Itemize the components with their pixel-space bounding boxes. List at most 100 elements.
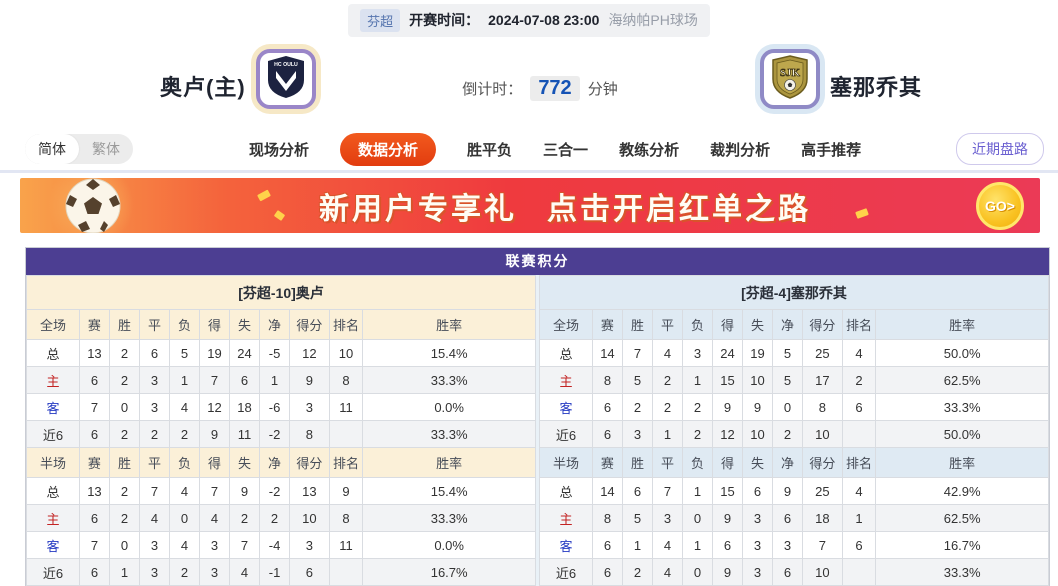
stat-cell: 6 — [591, 393, 623, 421]
stat-cell: 8 — [591, 366, 623, 394]
stat-cell: 16.7% — [875, 531, 1049, 559]
row-label: 客 — [539, 531, 593, 559]
stat-cell: 7 — [802, 531, 843, 559]
stat-cell: 17 — [802, 366, 843, 394]
stats-header-row: 全场赛胜平负得失净得分 排名 胜率 — [26, 309, 536, 340]
stat-header-cell: 失 — [741, 309, 774, 340]
stat-cell: 13 — [78, 339, 110, 367]
stat-cell: 9 — [711, 558, 744, 586]
stat-cell: 6 — [772, 558, 804, 586]
table-row: 主 8 5 2 1 15 10 5 17 2 62.5% — [539, 366, 1049, 394]
stat-header-cell: 胜率 — [875, 309, 1049, 340]
stat-header-cell: 负 — [681, 309, 713, 340]
tab-three-in-one[interactable]: 三合一 — [543, 141, 589, 159]
stat-header-cell: 得 — [711, 447, 744, 478]
stat-header-cell: 得 — [198, 309, 231, 340]
table-row: 总 14 7 4 3 24 19 5 25 4 50.0% — [539, 339, 1049, 367]
stat-header-cell: 排名 — [328, 309, 364, 340]
stats-header-row: 半场赛胜平负得失净得分 排名 胜率 — [26, 447, 536, 478]
countdown-value: 772 — [530, 76, 580, 101]
stat-cell: 5 — [772, 366, 804, 394]
stat-header-cell: 失 — [228, 447, 261, 478]
row-label: 主 — [539, 504, 593, 532]
stat-cell: 4 — [651, 558, 683, 586]
tab-referee-analysis[interactable]: 裁判分析 — [710, 141, 771, 159]
stat-cell: 0 — [681, 504, 713, 532]
stat-cell: 2 — [108, 477, 140, 505]
stat-cell: 2 — [108, 504, 140, 532]
stat-cell: 4 — [841, 339, 877, 367]
tab-live-analysis[interactable]: 现场分析 — [249, 141, 310, 159]
stat-cell: 33.3% — [875, 393, 1049, 421]
stat-header-cell: 全场 — [26, 309, 80, 340]
recent-odds-button[interactable]: 近期盘路 — [956, 133, 1044, 165]
stat-cell: 1 — [108, 558, 140, 586]
go-button[interactable]: GO> — [976, 181, 1024, 230]
table-row: 主 8 5 3 0 9 3 6 18 1 62.5% — [539, 504, 1049, 532]
tab-data-analysis[interactable]: 数据分析 — [340, 132, 437, 166]
stat-header-cell: 排名 — [841, 309, 877, 340]
stat-cell: 2 — [108, 366, 140, 394]
stat-cell: 6 — [841, 531, 877, 559]
stat-cell: 1 — [841, 504, 877, 532]
away-shield-icon: SJK — [770, 54, 810, 105]
stat-cell: 11 — [228, 420, 261, 448]
stat-cell: 12 — [198, 393, 231, 421]
stat-cell: 42.9% — [875, 477, 1049, 505]
stat-cell: 8 — [591, 504, 623, 532]
stat-cell: 0 — [168, 504, 200, 532]
nav-divider — [0, 170, 1058, 173]
stat-cell: 6 — [289, 558, 330, 586]
stat-cell: 10 — [741, 366, 774, 394]
tab-expert-recommend[interactable]: 高手推荐 — [801, 141, 862, 159]
stat-cell: 4 — [168, 477, 200, 505]
league-points-table: 联赛积分 [芬超-10]奥卢 全场赛胜平负得失净得分 排名 胜率总 13 2 6 5 19 24-… — [25, 247, 1050, 586]
nav-bar: 简体 繁体 现场分析 数据分析 胜平负 三合一 教练分析 裁判分析 高手推荐 近… — [0, 128, 1058, 170]
row-label: 总 — [539, 477, 593, 505]
row-label: 近6 — [539, 558, 593, 586]
stat-cell: 2 — [228, 504, 261, 532]
row-label: 近6 — [26, 558, 80, 586]
stat-cell: 33.3% — [362, 420, 536, 448]
stat-header-cell: 净 — [259, 447, 291, 478]
stat-header-cell: 排名 — [841, 447, 877, 478]
stat-cell: 5 — [621, 366, 653, 394]
stat-header-cell: 净 — [772, 447, 804, 478]
stat-header-cell: 赛 — [591, 309, 623, 340]
stat-cell: 4 — [651, 531, 683, 559]
stats-header-row: 半场赛胜平负得失净得分 排名 胜率 — [539, 447, 1049, 478]
stat-cell: 2 — [621, 393, 653, 421]
stat-header-cell: 平 — [138, 309, 170, 340]
stat-header-cell: 赛 — [591, 447, 623, 478]
stat-cell: 6 — [591, 531, 623, 559]
lang-simplified-button[interactable]: 简体 — [25, 134, 79, 164]
row-label: 主 — [26, 504, 80, 532]
stat-cell: 7 — [651, 477, 683, 505]
tab-win-draw-lose[interactable]: 胜平负 — [467, 141, 513, 159]
stat-cell: 13 — [289, 477, 330, 505]
promo-banner[interactable]: 新用户专享礼 点击开启红单之路 GO> — [20, 178, 1040, 233]
league-badge: 芬超 — [360, 8, 401, 32]
stat-cell: 0.0% — [362, 531, 536, 559]
table-body: [芬超-10]奥卢 全场赛胜平负得失净得分 排名 胜率总 13 2 6 5 19 24 -5 12 10… — [26, 275, 1049, 586]
stats-header-row: 全场赛胜平负得失净得分 排名 胜率 — [539, 309, 1049, 340]
stat-cell: 6 — [228, 366, 261, 394]
stat-header-cell: 得分 — [289, 447, 330, 478]
lang-traditional-button[interactable]: 繁体 — [92, 141, 120, 157]
row-label: 客 — [26, 393, 80, 421]
stat-cell: 9 — [741, 393, 774, 421]
stat-cell — [841, 420, 877, 448]
countdown-unit: 分钟 — [587, 81, 618, 98]
stat-cell: 4 — [651, 339, 683, 367]
stat-cell: 6 — [138, 339, 170, 367]
stat-cell: 3 — [198, 558, 231, 586]
stat-cell: 15.4% — [362, 339, 536, 367]
stat-cell: 7 — [228, 531, 261, 559]
stat-cell: 2 — [651, 393, 683, 421]
tab-coach-analysis[interactable]: 教练分析 — [619, 141, 680, 159]
stat-cell: 3 — [621, 420, 653, 448]
stat-header-cell: 得分 — [802, 309, 843, 340]
banner-text-right: 点击开启红单之路 — [547, 192, 811, 226]
stat-header-cell: 失 — [228, 309, 261, 340]
stat-cell: 2 — [168, 558, 200, 586]
